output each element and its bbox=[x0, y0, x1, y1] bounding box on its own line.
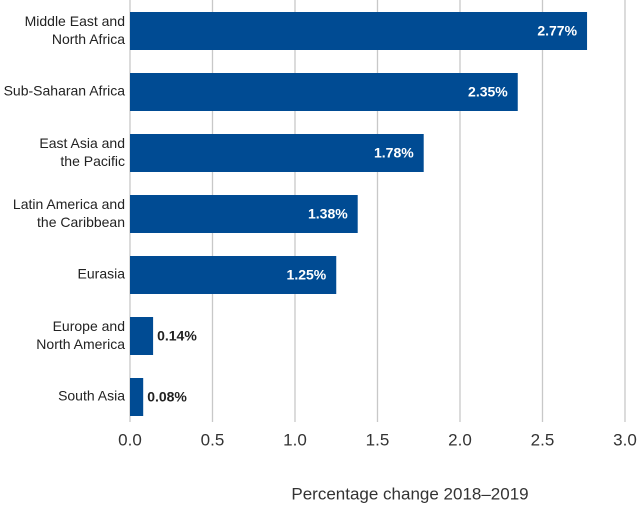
value-label: 1.78% bbox=[374, 145, 414, 161]
x-axis-label: Percentage change 2018–2019 bbox=[291, 484, 528, 503]
x-tick-label: 1.0 bbox=[283, 430, 307, 449]
bar bbox=[130, 73, 518, 111]
x-tick-label: 0.5 bbox=[201, 430, 225, 449]
x-tick-label: 0.0 bbox=[118, 430, 142, 449]
bar bbox=[130, 378, 144, 416]
y-tick-label: Middle East and North Africa bbox=[25, 13, 126, 47]
y-tick-label: Europe and North America bbox=[36, 318, 125, 352]
bar bbox=[130, 12, 588, 50]
x-tick-label: 2.5 bbox=[531, 430, 555, 449]
bar bbox=[130, 256, 337, 294]
y-tick-label: Latin America and the Caribbean bbox=[13, 196, 125, 230]
y-tick-label: East Asia and the Pacific bbox=[39, 135, 125, 169]
x-tick-label: 1.5 bbox=[366, 430, 390, 449]
x-tick-label: 2.0 bbox=[448, 430, 472, 449]
x-tick-label: 3.0 bbox=[613, 430, 637, 449]
y-tick-label: South Asia bbox=[58, 388, 125, 404]
y-tick-label: Sub-Saharan Africa bbox=[4, 83, 126, 99]
value-label: 0.08% bbox=[147, 389, 187, 405]
bar bbox=[130, 195, 358, 233]
value-label: 2.35% bbox=[468, 84, 508, 100]
value-label: 1.25% bbox=[287, 267, 327, 283]
value-label: 0.14% bbox=[157, 328, 197, 344]
bar bbox=[130, 134, 424, 172]
value-label: 1.38% bbox=[308, 206, 348, 222]
y-tick-label: Eurasia bbox=[78, 266, 126, 282]
bar bbox=[130, 317, 154, 355]
value-label: 2.77% bbox=[537, 23, 577, 39]
